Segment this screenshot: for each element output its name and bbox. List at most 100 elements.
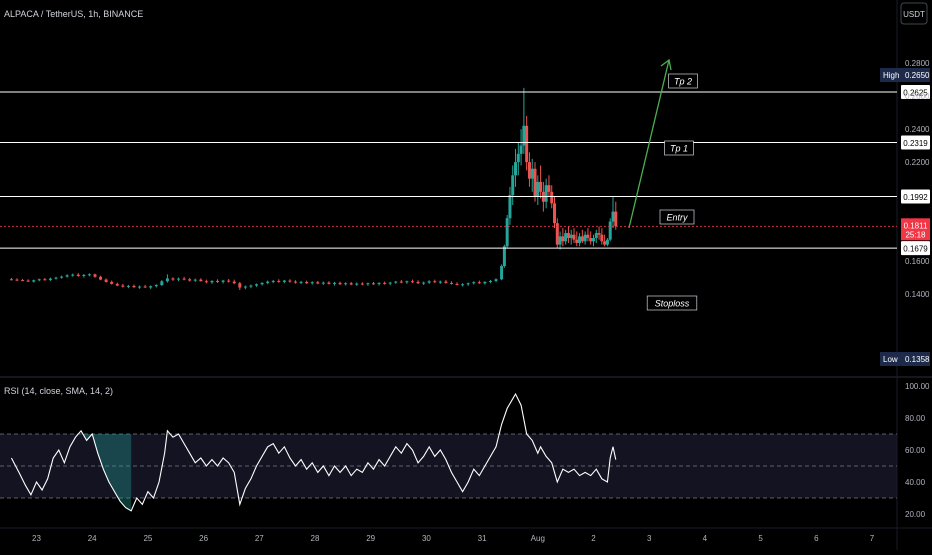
rsi-line[interactable] — [10, 392, 617, 512]
candle-body — [9, 279, 13, 281]
candle-body — [433, 281, 437, 283]
candle-body — [449, 282, 453, 284]
candle-body — [410, 281, 414, 283]
candle-body — [15, 279, 19, 281]
currency-button-frame[interactable] — [900, 2, 928, 25]
candle-body — [597, 233, 601, 235]
time-tick-label: 23 — [32, 534, 41, 543]
candle-body — [547, 185, 551, 192]
candle-body — [204, 281, 208, 283]
time-tick-label: 30 — [422, 534, 431, 543]
candle-body — [580, 236, 584, 242]
candle-body — [60, 276, 64, 278]
candle-body — [505, 218, 509, 247]
candle-body — [561, 236, 565, 242]
candle-body — [238, 283, 242, 288]
candle-body — [539, 181, 543, 192]
low-tag-bg — [880, 352, 930, 366]
currency-button-label[interactable]: USDT — [903, 10, 925, 19]
candle-body — [143, 286, 147, 288]
candle-body — [210, 280, 214, 283]
price-tick-label: 0.1600 — [905, 257, 930, 266]
candle-body — [76, 274, 80, 276]
candle-body — [569, 234, 573, 239]
candle-body — [165, 278, 169, 282]
candle-body — [48, 278, 52, 280]
candle-body — [466, 283, 470, 285]
candle-body — [371, 283, 375, 285]
level-name-label[interactable]: Tp 1 — [664, 140, 694, 156]
level-name-text: Entry — [666, 213, 688, 223]
level-name-label[interactable]: Tp 2 — [668, 73, 698, 89]
level-price-value: 0.1992 — [903, 193, 928, 202]
candle-body — [126, 285, 130, 287]
candle-body — [399, 281, 403, 283]
candle-body — [544, 185, 548, 202]
candle-body — [572, 234, 576, 240]
candle-body — [388, 282, 392, 284]
level-price-tag-bg — [901, 241, 930, 256]
candle-body — [366, 283, 370, 285]
candle-body — [514, 162, 518, 176]
candle-body — [104, 279, 108, 282]
candle-body — [594, 233, 598, 239]
symbol-label[interactable]: ALPACA / TetherUS, 1h, BINANCE — [4, 9, 143, 19]
high-tag-value: 0.2650 — [905, 71, 930, 80]
candle-body — [154, 285, 158, 287]
candle-body — [555, 223, 559, 245]
level-price-tag: 0.1992 — [901, 189, 930, 204]
candle-body — [193, 279, 197, 281]
candle-body — [355, 283, 359, 285]
candle-body — [266, 281, 270, 283]
candle-body — [65, 275, 69, 277]
axis-layer: 0.2800 0.2600 0.2400 0.2200 0.1600 0.1400 High… — [32, 59, 930, 543]
candle-body — [550, 191, 554, 204]
candle-body — [99, 276, 103, 280]
level-name-label[interactable]: Entry — [659, 209, 695, 225]
candle-body — [260, 282, 264, 285]
candle-body — [82, 274, 86, 276]
time-tick-label: 5 — [758, 534, 763, 543]
currency-button[interactable]: USDT — [900, 2, 928, 25]
candle-body — [589, 238, 593, 242]
level-name-text: Stoploss — [655, 299, 690, 309]
time-tick-label: 4 — [703, 534, 708, 543]
candle-body — [536, 181, 540, 197]
candle-body — [93, 274, 97, 277]
projection-arrow-line[interactable] — [628, 59, 670, 229]
candle-body — [171, 278, 175, 280]
time-tick-label: 29 — [366, 534, 375, 543]
level-name-label[interactable]: Stoploss — [646, 295, 698, 311]
candle-body — [149, 286, 153, 288]
level-price-value: 0.1679 — [903, 245, 928, 254]
high-tag-label: High — [883, 71, 899, 80]
rsi-tick-label: 20.00 — [905, 510, 926, 519]
candle-body — [405, 281, 409, 283]
low-tag-label: Low — [883, 355, 898, 364]
candle-body — [477, 282, 481, 284]
current-price-value: 0.1811 — [904, 221, 928, 230]
candle-body — [43, 279, 47, 281]
time-tick-label: 25 — [143, 534, 152, 543]
candle-body — [54, 277, 58, 279]
candle-body — [160, 281, 164, 286]
time-tick-label: 2 — [591, 534, 596, 543]
candle-body — [586, 234, 590, 239]
candle-body — [360, 283, 364, 285]
time-tick-label: 6 — [814, 534, 819, 543]
rsi-tick-label: 40.00 — [905, 478, 926, 487]
candle-body — [508, 195, 512, 219]
candle-body — [216, 280, 220, 282]
candle-body — [299, 281, 303, 283]
candle-body — [332, 282, 336, 284]
rsi-indicator-label[interactable]: RSI (14, close, SMA, 14, 2) — [4, 386, 113, 396]
high-tag-bg — [880, 68, 930, 82]
price-tick-label: 0.2400 — [905, 125, 930, 134]
candle-body — [472, 282, 476, 284]
candle-body — [277, 280, 281, 282]
level-price-tag: 0.2319 — [901, 135, 930, 150]
candle-body — [327, 282, 331, 284]
candles-layer — [9, 87, 618, 290]
